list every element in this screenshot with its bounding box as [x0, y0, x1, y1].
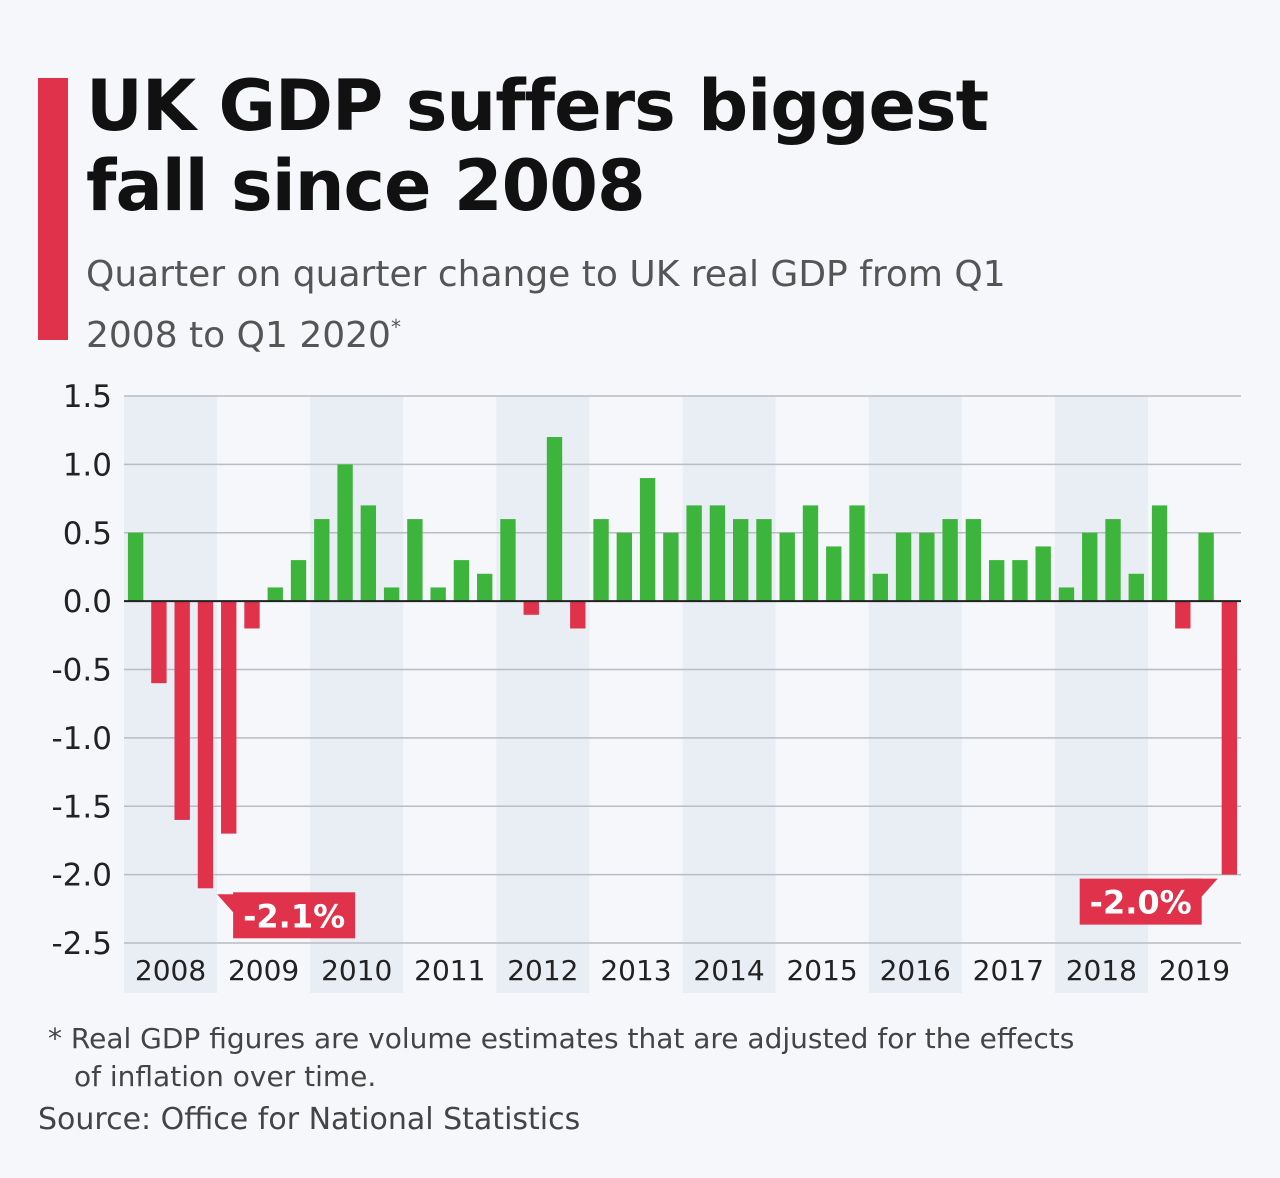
y-tick-label: -0.5	[52, 653, 113, 689]
bar	[267, 587, 283, 602]
y-tick-label: -2.0	[52, 858, 113, 894]
accent-bar	[38, 78, 68, 340]
bar	[732, 519, 749, 602]
callout-label: -2.1%	[243, 897, 345, 935]
bar	[1175, 601, 1191, 629]
x-tick-label: 2013	[600, 954, 671, 987]
y-tick-label: 1.5	[63, 379, 112, 415]
bar	[663, 532, 679, 602]
x-tick-label: 2016	[880, 954, 951, 987]
bars	[127, 437, 1238, 889]
bar	[802, 505, 819, 602]
source: Source: Office for National Statistics	[38, 1102, 581, 1137]
bar	[965, 519, 982, 602]
bar	[1105, 519, 1121, 602]
x-tick-label: 2014	[693, 954, 764, 987]
y-tick-label: -1.5	[52, 789, 113, 825]
bar	[686, 505, 702, 602]
bar	[593, 519, 609, 602]
gdp-bar-chart: 1.51.00.50.0-0.5-1.0-1.5-2.0-2.5 2008 200…	[52, 379, 1241, 993]
bar	[1151, 505, 1168, 602]
y-tick-label: 0.0	[63, 584, 112, 620]
bar	[407, 519, 423, 602]
bar	[709, 505, 726, 602]
bar	[430, 587, 446, 602]
bar	[756, 519, 772, 602]
year-band	[682, 396, 776, 993]
x-axis-year-labels: 2008 2009 2010 2011 2012 2013 2014 2015 2016 2017…	[135, 954, 1230, 987]
chart-subtitle: Quarter on quarter change to UK real GDP…	[86, 248, 1086, 362]
bar	[151, 601, 167, 684]
bar	[849, 505, 865, 602]
footnote: * Real GDP figures are volume estimates …	[48, 1020, 1198, 1096]
callout-label: -2.0%	[1090, 884, 1192, 922]
bar	[221, 601, 237, 834]
bar	[826, 546, 842, 602]
bar	[500, 519, 516, 602]
bar	[1128, 573, 1144, 602]
bar	[523, 601, 539, 615]
bar	[895, 532, 912, 602]
year-band	[868, 396, 962, 993]
footnote-line-2: of inflation over time.	[74, 1060, 377, 1093]
bar	[570, 601, 586, 629]
x-tick-label: 2018	[1066, 954, 1137, 987]
y-tick-label: 1.0	[63, 447, 112, 483]
bar	[1058, 587, 1075, 602]
bar	[546, 437, 563, 602]
y-tick-label: 0.5	[63, 516, 112, 552]
x-tick-label: 2015	[786, 954, 857, 987]
bar	[639, 478, 656, 602]
callout-box	[233, 892, 356, 939]
bar	[872, 573, 888, 602]
bar	[197, 601, 214, 889]
bar	[616, 532, 633, 602]
x-tick-label: 2017	[973, 954, 1044, 987]
bar	[453, 560, 470, 602]
x-tick-label: 2009	[228, 954, 299, 987]
callouts: -2.1% -2.0%	[217, 878, 1218, 939]
x-tick-label: 2010	[321, 954, 392, 987]
callout-box	[1079, 878, 1202, 925]
bar	[383, 587, 400, 602]
bar	[779, 532, 795, 602]
bar	[1221, 601, 1238, 875]
bar	[360, 505, 377, 602]
x-tick-label: 2008	[135, 954, 206, 987]
year-band	[496, 396, 590, 993]
y-tick-label: -1.0	[52, 721, 113, 757]
bar	[919, 532, 935, 602]
bar	[174, 601, 190, 820]
bar	[988, 560, 1005, 602]
bar	[244, 601, 260, 629]
gridlines	[124, 395, 1241, 944]
y-axis-ticks: 1.5 1.0 0.5 0.0 -0.5 -1.0 -1.5 -2.0 -2.5	[52, 379, 113, 962]
chart-title: UK GDP suffers biggest fall since 2008	[86, 65, 989, 227]
bar	[314, 519, 330, 602]
bar	[1082, 532, 1098, 602]
bar	[1012, 560, 1028, 602]
bar	[942, 519, 958, 602]
x-tick-label: 2019	[1159, 954, 1230, 987]
subtitle-footnote-mark: *	[390, 315, 401, 339]
bar	[477, 573, 493, 602]
subtitle-text: Quarter on quarter change to UK real GDP…	[86, 254, 1006, 356]
y-tick-label: -2.5	[52, 926, 113, 962]
bar	[1198, 532, 1214, 602]
bar	[1035, 546, 1051, 602]
year-bands	[124, 396, 1148, 993]
footnote-line-1: * Real GDP figures are volume estimates …	[48, 1022, 1075, 1055]
x-tick-label: 2011	[414, 954, 485, 987]
bar	[127, 532, 144, 602]
bar	[290, 560, 307, 602]
x-tick-label: 2012	[507, 954, 578, 987]
bar	[337, 464, 353, 602]
